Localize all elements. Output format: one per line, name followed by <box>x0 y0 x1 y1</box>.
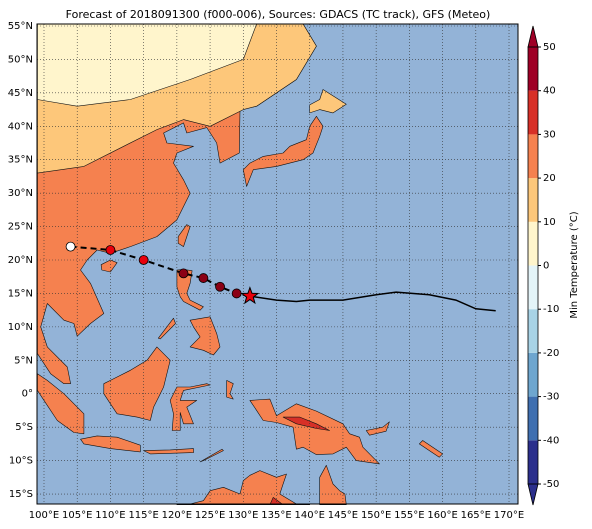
y-tick-label: 50°N <box>8 54 33 65</box>
current-position <box>240 286 260 305</box>
colorbar-tick-label: 40 <box>543 86 556 97</box>
landmass <box>199 448 224 463</box>
landmass <box>309 89 347 114</box>
colorbar-segment <box>528 396 538 441</box>
colorbar-segment <box>528 265 538 310</box>
x-tick-label: 110°E <box>95 510 125 521</box>
storm-marker <box>65 241 76 252</box>
past-track <box>249 291 496 312</box>
x-tick-label: 105°E <box>62 510 92 521</box>
colorbar-segment <box>528 440 538 484</box>
y-tick-label: 5°S <box>15 422 33 433</box>
map-title: Forecast of 2018091300 (f000-006), Sourc… <box>66 8 491 21</box>
storm-marker <box>231 288 242 299</box>
x-tick-label: 155°E <box>394 510 424 521</box>
colorbar-segment <box>528 90 538 135</box>
colorbar-label: Min Temperature (°C) <box>569 211 580 318</box>
colorbar-tick-label: -10 <box>543 304 559 315</box>
colorbar-segment <box>528 178 538 222</box>
x-tick-label: 120°E <box>162 510 192 521</box>
x-tick-label: 160°E <box>427 510 457 521</box>
map-frame <box>36 23 519 505</box>
colorbar-tick-label: -40 <box>543 435 559 446</box>
landmass <box>37 373 85 435</box>
colorbar-tick-label: -30 <box>543 392 559 403</box>
storm-marker <box>215 281 225 292</box>
landmass <box>226 380 234 400</box>
x-tick-label: 165°E <box>461 510 491 521</box>
landmass <box>158 317 176 340</box>
y-tick-label: 45°N <box>8 88 33 99</box>
y-tick-label: 15°N <box>8 288 33 299</box>
y-tick-label: 55°N <box>8 21 33 32</box>
colorbar-segment <box>528 352 538 397</box>
colorbar-extend <box>527 25 539 48</box>
y-tick-label: 20°N <box>8 255 33 266</box>
landmass <box>249 398 380 465</box>
colorbar-tick-label: -50 <box>543 479 559 490</box>
y-tick-label: 0° <box>22 389 33 400</box>
x-tick-label: 125°E <box>195 510 225 521</box>
colorbar-segment <box>528 134 538 179</box>
landmass <box>169 383 211 431</box>
colorbar-tick-label: 30 <box>543 129 556 140</box>
colorbar-tick-label: 20 <box>543 173 556 184</box>
landmass <box>37 23 257 107</box>
x-tick-label: 145°E <box>328 510 358 521</box>
y-tick-label: 25°N <box>8 222 33 233</box>
landmass <box>176 269 204 311</box>
landmass <box>176 470 311 506</box>
colorbar-segment <box>528 309 538 353</box>
y-tick-label: 40°N <box>8 121 33 132</box>
x-tick-label: 150°E <box>361 510 391 521</box>
colorbar-tick-label: 10 <box>543 217 556 228</box>
x-tick-label: 135°E <box>261 510 291 521</box>
landmass <box>177 224 191 247</box>
landmass <box>418 440 443 458</box>
storm-track <box>65 241 496 312</box>
storm-marker <box>105 245 116 255</box>
x-tick-label: 130°E <box>228 510 258 521</box>
landmass <box>100 259 118 273</box>
x-tick-label: 170°E <box>494 510 524 521</box>
colorbar-segment <box>528 47 538 91</box>
x-tick-label: 100°E <box>29 510 59 521</box>
landmass <box>189 316 221 356</box>
x-tick-label: 140°E <box>295 510 325 521</box>
landmass <box>365 421 390 436</box>
landmass <box>80 435 141 453</box>
storm-marker <box>178 268 189 279</box>
y-tick-label: 10°N <box>8 322 33 333</box>
colorbar-tick-label: 0 <box>543 261 549 272</box>
x-tick-label: 115°E <box>128 510 158 521</box>
y-tick-label: 35°N <box>8 155 33 166</box>
colorbar-extend <box>527 483 539 506</box>
colorbar-segment <box>528 221 538 266</box>
storm-marker <box>198 273 209 283</box>
grid <box>37 24 518 504</box>
landmass <box>282 416 330 431</box>
colorbar-tick-label: 50 <box>543 42 556 53</box>
y-tick-label: 5°N <box>14 355 33 366</box>
colorbar: 50 40 30 20 10 0 -10 -20 -30 -40 -50 <box>527 25 559 506</box>
y-tick-label: 15°S <box>9 489 33 500</box>
land <box>37 23 443 506</box>
y-tick-label: 10°S <box>9 456 33 467</box>
landmass <box>143 448 194 455</box>
storm-marker <box>138 255 149 265</box>
landmass <box>319 464 347 506</box>
colorbar-tick-label: -20 <box>543 348 559 359</box>
y-tick-label: 30°N <box>8 188 33 199</box>
